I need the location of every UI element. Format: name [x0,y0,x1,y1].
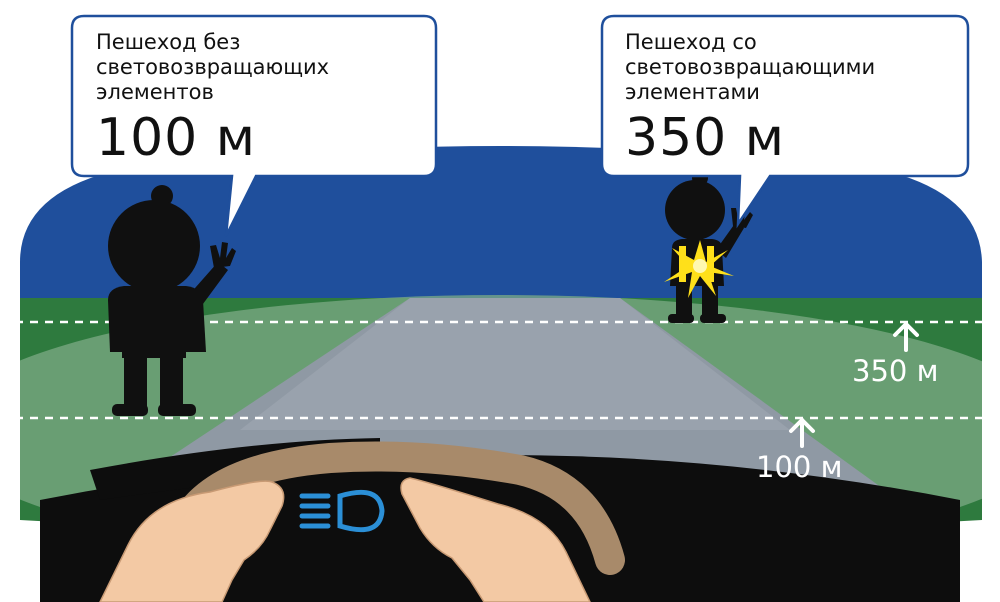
reflector-sparkle-icon [664,240,734,298]
callout-left-distance: 100 м [96,108,257,168]
road-light [240,298,790,430]
right-hand [400,477,591,602]
left-hand [99,480,285,602]
headlight-low-beam-icon [299,489,385,533]
up-arrow-100-icon [789,417,815,448]
callout-left: Пешеход без световозвращающих элементов … [96,30,329,167]
pedestrian-without-reflectors [108,185,236,416]
callout-left-line3: элементов [96,80,214,104]
up-arrow-350-icon [893,321,919,352]
callout-bubble-right [600,14,970,229]
distance-label-100: 100 м [756,450,843,484]
callout-right-line1: Пешеход со [625,30,757,54]
callout-right-line3: элементами [625,80,760,104]
distance-label-350: 350 м [852,354,939,388]
callout-bubble-left [70,14,438,237]
pedestrian-with-reflectors [664,170,753,323]
callout-left-line2: световозвращающих [96,55,330,79]
callout-left-line1: Пешеход без [96,30,241,54]
callout-right-distance: 350 м [625,108,786,168]
callout-right-line2: световозвращающими [625,55,876,79]
callout-right: Пешеход со световозвращающими элементами… [625,30,875,167]
